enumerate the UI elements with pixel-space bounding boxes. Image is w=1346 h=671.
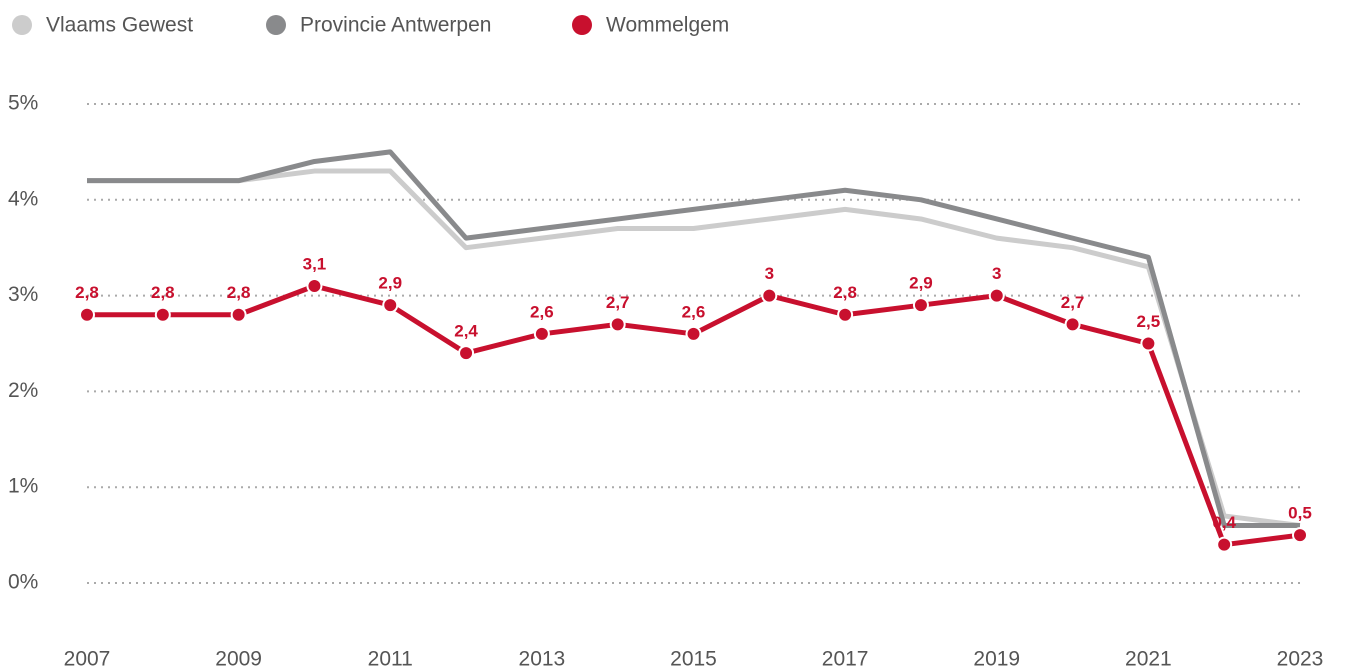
data-point — [533, 325, 550, 342]
data-point — [1292, 527, 1308, 544]
data-point — [154, 306, 171, 323]
data-label: 2,5 — [1137, 312, 1161, 331]
data-label: 3 — [765, 264, 774, 283]
x-tick-label: 2021 — [1125, 648, 1172, 671]
data-label: 2,8 — [75, 283, 99, 302]
data-label: 2,6 — [530, 302, 554, 321]
data-label: 2,7 — [606, 293, 630, 312]
data-label: 2,8 — [227, 283, 251, 302]
y-tick-label: 5% — [8, 92, 38, 115]
data-label: 2,8 — [151, 283, 175, 302]
data-point — [609, 316, 626, 333]
data-label: 2,7 — [1061, 293, 1085, 312]
data-label: 2,9 — [909, 274, 933, 293]
x-tick-label: 2019 — [973, 648, 1020, 671]
data-label: 0,4 — [1212, 513, 1236, 532]
data-point — [306, 278, 323, 295]
data-label: 2,9 — [378, 274, 402, 293]
data-point — [1216, 536, 1233, 553]
legend-label: Wommelgem — [606, 14, 729, 37]
y-tick-label: 4% — [8, 187, 38, 210]
x-tick-label: 2007 — [64, 648, 111, 671]
series-line — [87, 283, 1301, 548]
data-label: 3 — [992, 264, 1001, 283]
y-tick-label: 2% — [8, 379, 38, 402]
data-point — [1064, 316, 1081, 333]
series-line — [87, 168, 1301, 529]
data-point — [761, 287, 778, 304]
data-point — [988, 287, 1005, 304]
data-point — [458, 345, 475, 362]
legend-marker — [572, 15, 592, 35]
data-point — [79, 306, 95, 323]
x-tick-label: 2011 — [368, 648, 413, 671]
x-tick-label: 2009 — [215, 648, 262, 671]
legend-marker — [266, 15, 286, 35]
y-tick-label: 0% — [8, 571, 38, 594]
data-point — [382, 297, 399, 314]
data-label: 2,8 — [833, 283, 857, 302]
data-label: 0,5 — [1288, 504, 1312, 523]
data-point — [1140, 335, 1157, 352]
x-tick-label: 2023 — [1277, 648, 1324, 671]
data-point — [912, 297, 929, 314]
data-point — [837, 306, 854, 323]
data-point — [685, 325, 702, 342]
y-tick-label: 1% — [8, 475, 38, 498]
x-tick-label: 2013 — [519, 648, 566, 671]
x-tick-label: 2017 — [822, 648, 869, 671]
legend-label: Vlaams Gewest — [46, 14, 193, 37]
data-point — [230, 306, 247, 323]
series-line — [87, 149, 1300, 529]
data-label: 2,4 — [454, 322, 478, 341]
data-label: 3,1 — [303, 255, 327, 274]
y-tick-label: 3% — [8, 283, 38, 306]
data-label: 2,6 — [682, 302, 706, 321]
x-tick-label: 2015 — [670, 648, 717, 671]
legend-marker — [12, 15, 32, 35]
legend-label: Provincie Antwerpen — [300, 14, 491, 37]
